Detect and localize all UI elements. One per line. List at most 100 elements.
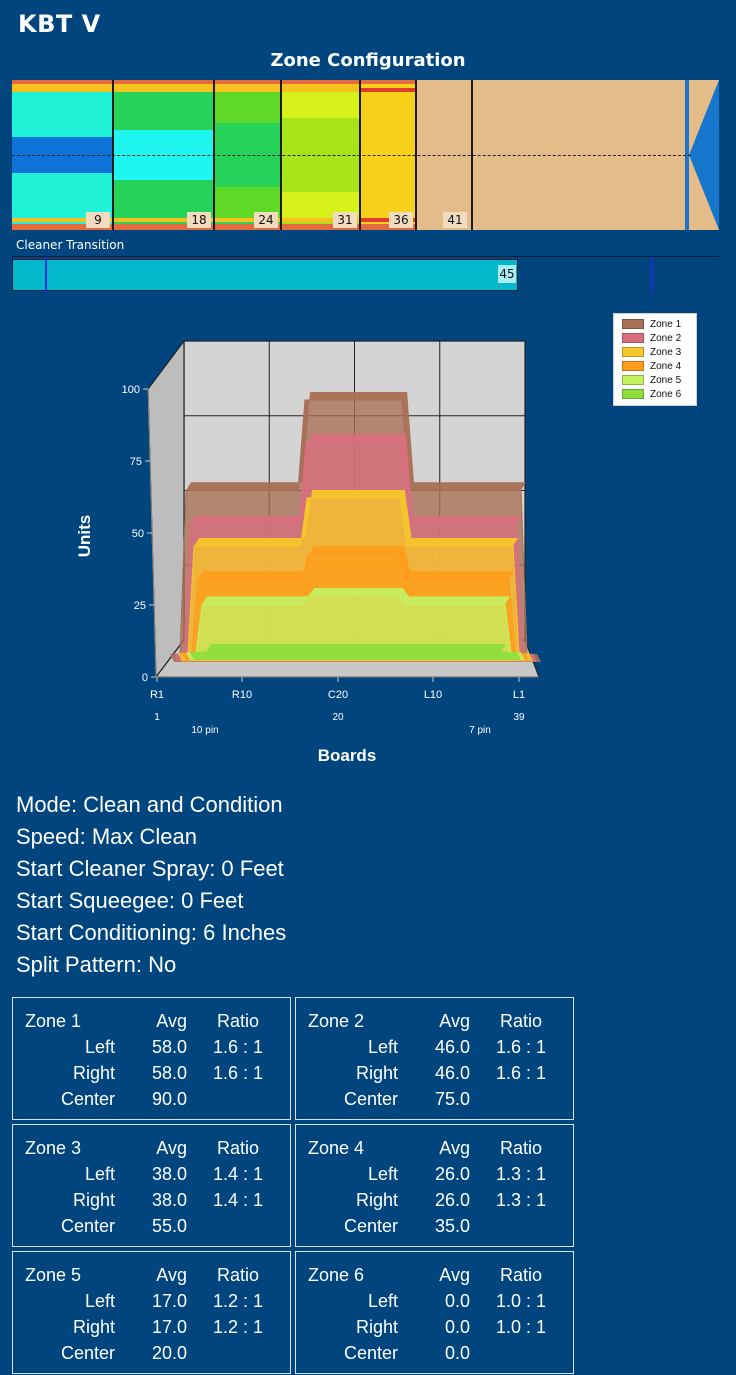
center-avg: 20.0 bbox=[151, 1343, 187, 1363]
center-avg: 0.0 bbox=[444, 1343, 470, 1363]
start-cleaner-spray-setting: Start Cleaner Spray: 0 Feet bbox=[16, 856, 284, 881]
zone-3-marker: 24 bbox=[254, 212, 278, 228]
app-title: KBT V bbox=[18, 10, 101, 38]
x-tick-label-4: L1 bbox=[513, 689, 525, 701]
center-avg: 55.0 bbox=[151, 1216, 187, 1236]
center-avg: 35.0 bbox=[434, 1216, 470, 1236]
y-tick-label-0: 0 bbox=[142, 672, 148, 684]
zone-name: Zone 6 bbox=[308, 1265, 365, 1285]
left-ratio: 1.6 : 1 bbox=[212, 1037, 264, 1057]
right-avg: 17.0 bbox=[151, 1317, 187, 1337]
right-ratio: 1.0 : 1 bbox=[495, 1317, 547, 1337]
right-avg: 46.0 bbox=[434, 1063, 470, 1083]
series-5-area bbox=[195, 595, 512, 653]
cleaner-transition-bar[interactable] bbox=[12, 259, 518, 291]
zone-5-table: Zone 5 Avg Ratio Left 17.0 1.2 : 1 Right 17.0 1.… bbox=[12, 1251, 291, 1374]
right-ratio: 1.4 : 1 bbox=[212, 1190, 264, 1210]
legend-swatch bbox=[622, 389, 644, 399]
series-6-base bbox=[190, 652, 521, 660]
x-subtick-label-2: 39 bbox=[513, 712, 525, 723]
left-label: Left bbox=[84, 1037, 115, 1057]
right-label: Right bbox=[355, 1317, 398, 1337]
left-ratio: 1.4 : 1 bbox=[212, 1164, 264, 1184]
chart-side-wall bbox=[147, 339, 185, 679]
center-label: Center bbox=[343, 1343, 398, 1363]
right-label: Right bbox=[355, 1190, 398, 1210]
legend-swatch bbox=[622, 333, 644, 343]
zone-6-table: Zone 6 Avg Ratio Left 0.0 1.0 : 1 Right 0.0 1.0 … bbox=[295, 1251, 574, 1374]
left-avg: 46.0 bbox=[434, 1037, 470, 1057]
left-avg: 17.0 bbox=[151, 1291, 187, 1311]
legend-item-1: Zone 1 bbox=[622, 317, 696, 331]
legend-item-6: Zone 6 bbox=[622, 387, 696, 401]
zone-configuration-title: Zone Configuration bbox=[270, 50, 466, 71]
x-tick-label-1: R10 bbox=[232, 689, 252, 701]
right-label: Right bbox=[72, 1063, 115, 1083]
left-label: Left bbox=[367, 1164, 398, 1184]
center-avg: 75.0 bbox=[434, 1089, 470, 1109]
x-subtick-label-0: 1 bbox=[154, 712, 160, 723]
left-ratio: 1.6 : 1 bbox=[495, 1037, 547, 1057]
left-avg: 38.0 bbox=[151, 1164, 187, 1184]
center-label: Center bbox=[343, 1089, 398, 1109]
center-avg: 90.0 bbox=[151, 1089, 187, 1109]
zone-configuration-strip[interactable]: 9 18 24 31 36 41 bbox=[12, 80, 719, 230]
y-tick-label-2: 50 bbox=[132, 528, 144, 540]
oil-pattern-chart: 0 25 50 75 100 R1 R10 C20 L10 L1 1 20 39 10 pin 7 pin B… bbox=[75, 339, 541, 765]
x-axis-title: Boards bbox=[318, 746, 377, 765]
avg-header: Avg bbox=[439, 1138, 470, 1158]
pin-label-1: 7 pin bbox=[469, 725, 491, 736]
legend-swatch bbox=[622, 319, 644, 329]
left-ratio: 1.2 : 1 bbox=[212, 1291, 264, 1311]
legend-item-5: Zone 5 bbox=[622, 373, 696, 387]
ratio-header: Ratio bbox=[216, 1265, 260, 1285]
avg-header: Avg bbox=[156, 1265, 187, 1285]
zone-name: Zone 3 bbox=[25, 1138, 82, 1158]
legend-label: Zone 1 bbox=[650, 318, 682, 330]
pattern-settings: Mode: Clean and Condition Speed: Max Cle… bbox=[16, 789, 286, 981]
y-tick-label-4: 100 bbox=[122, 384, 140, 396]
cleaner-end-tick bbox=[651, 257, 653, 293]
y-tick-label-1: 25 bbox=[134, 600, 146, 612]
mode-setting: Mode: Clean and Condition bbox=[16, 792, 283, 817]
zone-5-marker: 36 bbox=[389, 212, 413, 228]
series-3-top bbox=[194, 489, 518, 546]
ratio-header: Ratio bbox=[499, 1011, 543, 1031]
right-label: Right bbox=[72, 1190, 115, 1210]
right-label: Right bbox=[355, 1063, 398, 1083]
zone-name: Zone 5 bbox=[25, 1265, 82, 1285]
series-6-top bbox=[206, 644, 506, 652]
avg-header: Avg bbox=[439, 1011, 470, 1031]
zone-3-table: Zone 3 Avg Ratio Left 38.0 1.4 : 1 Right 38.0 1.… bbox=[12, 1124, 291, 1247]
speed-setting: Speed: Max Clean bbox=[16, 824, 197, 849]
legend-item-4: Zone 4 bbox=[622, 359, 696, 373]
x-tick-label-2: C20 bbox=[328, 689, 348, 701]
left-label: Left bbox=[367, 1291, 398, 1311]
legend-label: Zone 3 bbox=[650, 346, 682, 358]
legend-label: Zone 6 bbox=[650, 388, 682, 400]
left-ratio: 1.0 : 1 bbox=[495, 1291, 547, 1311]
right-avg: 26.0 bbox=[434, 1190, 470, 1210]
right-ratio: 1.3 : 1 bbox=[495, 1190, 547, 1210]
x-subtick-label-1: 20 bbox=[332, 712, 344, 723]
right-avg: 58.0 bbox=[151, 1063, 187, 1083]
center-label: Center bbox=[60, 1216, 115, 1236]
zone-4-table: Zone 4 Avg Ratio Left 26.0 1.3 : 1 Right 26.0 1.… bbox=[295, 1124, 574, 1247]
cleaner-transition-label: Cleaner Transition bbox=[16, 238, 125, 252]
left-avg: 0.0 bbox=[444, 1291, 470, 1311]
left-avg: 58.0 bbox=[151, 1037, 187, 1057]
zone-name: Zone 4 bbox=[308, 1138, 365, 1158]
y-tick-label-3: 75 bbox=[130, 456, 142, 468]
cleaner-transition-track[interactable]: 45 bbox=[12, 256, 719, 293]
center-label: Center bbox=[60, 1089, 115, 1109]
ratio-header: Ratio bbox=[499, 1265, 543, 1285]
right-avg: 0.0 bbox=[444, 1317, 470, 1337]
x-tick-label-0: R1 bbox=[150, 689, 164, 701]
right-ratio: 1.6 : 1 bbox=[212, 1063, 264, 1083]
cleaner-transition-value: 45 bbox=[498, 265, 516, 283]
series-5-top bbox=[202, 587, 510, 605]
chart-legend: Zone 1 Zone 2 Zone 3 Zone 4 Zone 5 Zone 6 bbox=[613, 313, 697, 406]
zone-6-marker: 41 bbox=[443, 212, 467, 228]
ratio-header: Ratio bbox=[216, 1138, 260, 1158]
y-axis-title: Units bbox=[75, 515, 94, 558]
